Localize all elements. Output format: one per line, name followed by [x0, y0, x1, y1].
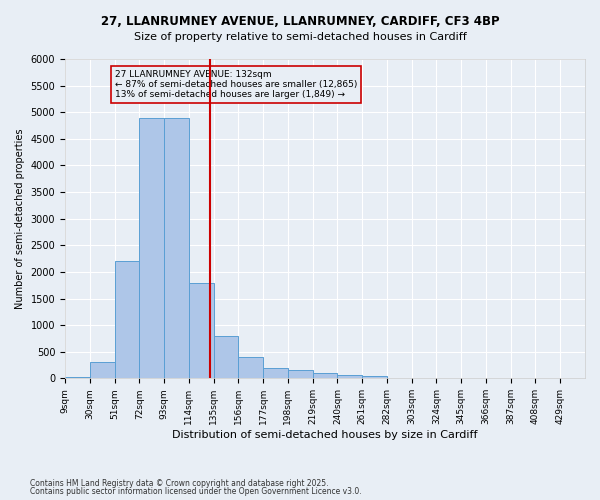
Bar [164, 118, 189, 378]
Text: Contains public sector information licensed under the Open Government Licence v3: Contains public sector information licen… [30, 487, 362, 496]
Bar [139, 118, 164, 378]
Y-axis label: Number of semi-detached properties: Number of semi-detached properties [15, 128, 25, 309]
Bar [90, 362, 115, 378]
Bar [263, 368, 288, 378]
Bar [288, 370, 313, 378]
Bar [189, 282, 214, 378]
Bar [337, 374, 362, 378]
Text: 27, LLANRUMNEY AVENUE, LLANRUMNEY, CARDIFF, CF3 4BP: 27, LLANRUMNEY AVENUE, LLANRUMNEY, CARDI… [101, 15, 499, 28]
Bar [238, 357, 263, 378]
Bar [214, 336, 238, 378]
Text: 27 LLANRUMNEY AVENUE: 132sqm
← 87% of semi-detached houses are smaller (12,865)
: 27 LLANRUMNEY AVENUE: 132sqm ← 87% of se… [115, 70, 357, 100]
Bar [65, 377, 90, 378]
Bar [313, 373, 337, 378]
X-axis label: Distribution of semi-detached houses by size in Cardiff: Distribution of semi-detached houses by … [172, 430, 478, 440]
Bar [115, 262, 139, 378]
Bar [362, 376, 387, 378]
Text: Size of property relative to semi-detached houses in Cardiff: Size of property relative to semi-detach… [134, 32, 466, 42]
Text: Contains HM Land Registry data © Crown copyright and database right 2025.: Contains HM Land Registry data © Crown c… [30, 478, 329, 488]
